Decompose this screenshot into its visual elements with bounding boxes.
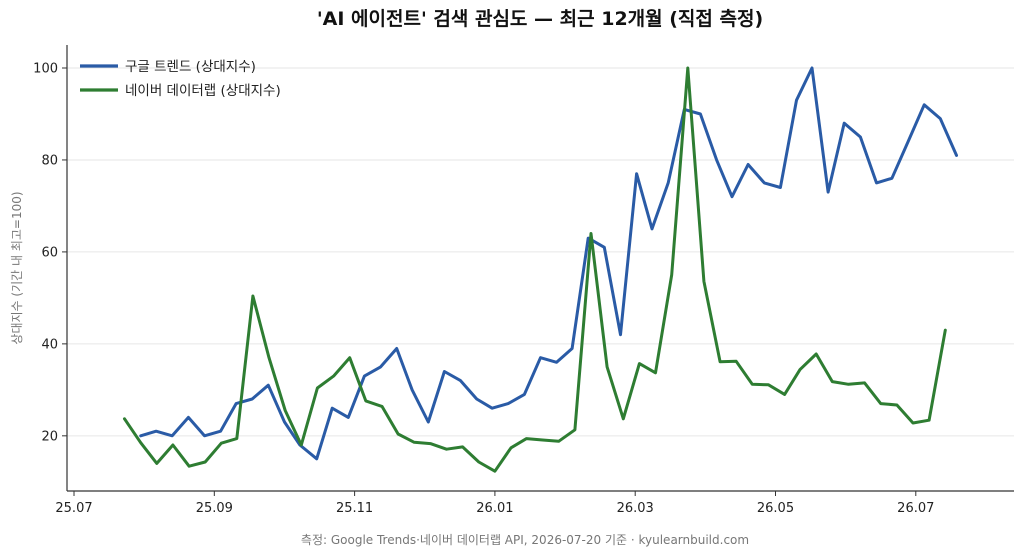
legend-label-google: 구글 트렌드 (상대지수) [125, 59, 256, 75]
legend-label-naver: 네이버 데이터랩 (상대지수) [125, 83, 281, 99]
x-tick-label: 25.11 [336, 501, 373, 516]
legend: 구글 트렌드 (상대지수) 네이버 데이터랩 (상대지수) [80, 59, 281, 99]
x-tick-label: 26.03 [617, 501, 654, 516]
y-tick-label: 60 [41, 245, 58, 260]
y-tick-label: 40 [41, 337, 58, 352]
y-axis-ticks: 20 40 60 80 100 [33, 61, 67, 444]
chart-title: 'AI 에이전트' 검색 관심도 — 최근 12개월 (직접 측정) [317, 8, 763, 30]
x-tick-label: 26.01 [476, 501, 513, 516]
x-tick-label: 26.07 [897, 501, 934, 516]
source-footnote: 측정: Google Trends·네이버 데이터랩 API, 2026-07-… [301, 533, 749, 547]
x-tick-label: 26.05 [757, 501, 794, 516]
gridlines [67, 67, 1014, 437]
series-line-naver [123, 66, 947, 473]
axes [66, 45, 1014, 492]
x-tick-label: 25.07 [55, 501, 92, 516]
y-tick-label: 80 [41, 153, 58, 168]
y-axis-label: 상대지수 (기간 내 최고=100) [10, 191, 24, 344]
y-tick-label: 100 [33, 61, 58, 76]
series-lines [123, 66, 958, 473]
x-axis-ticks: 25.07 25.09 25.11 26.01 26.03 26.05 26.07 [55, 491, 934, 516]
series-line-google [139, 66, 958, 461]
y-tick-label: 20 [41, 429, 58, 444]
x-tick-label: 25.09 [196, 501, 233, 516]
